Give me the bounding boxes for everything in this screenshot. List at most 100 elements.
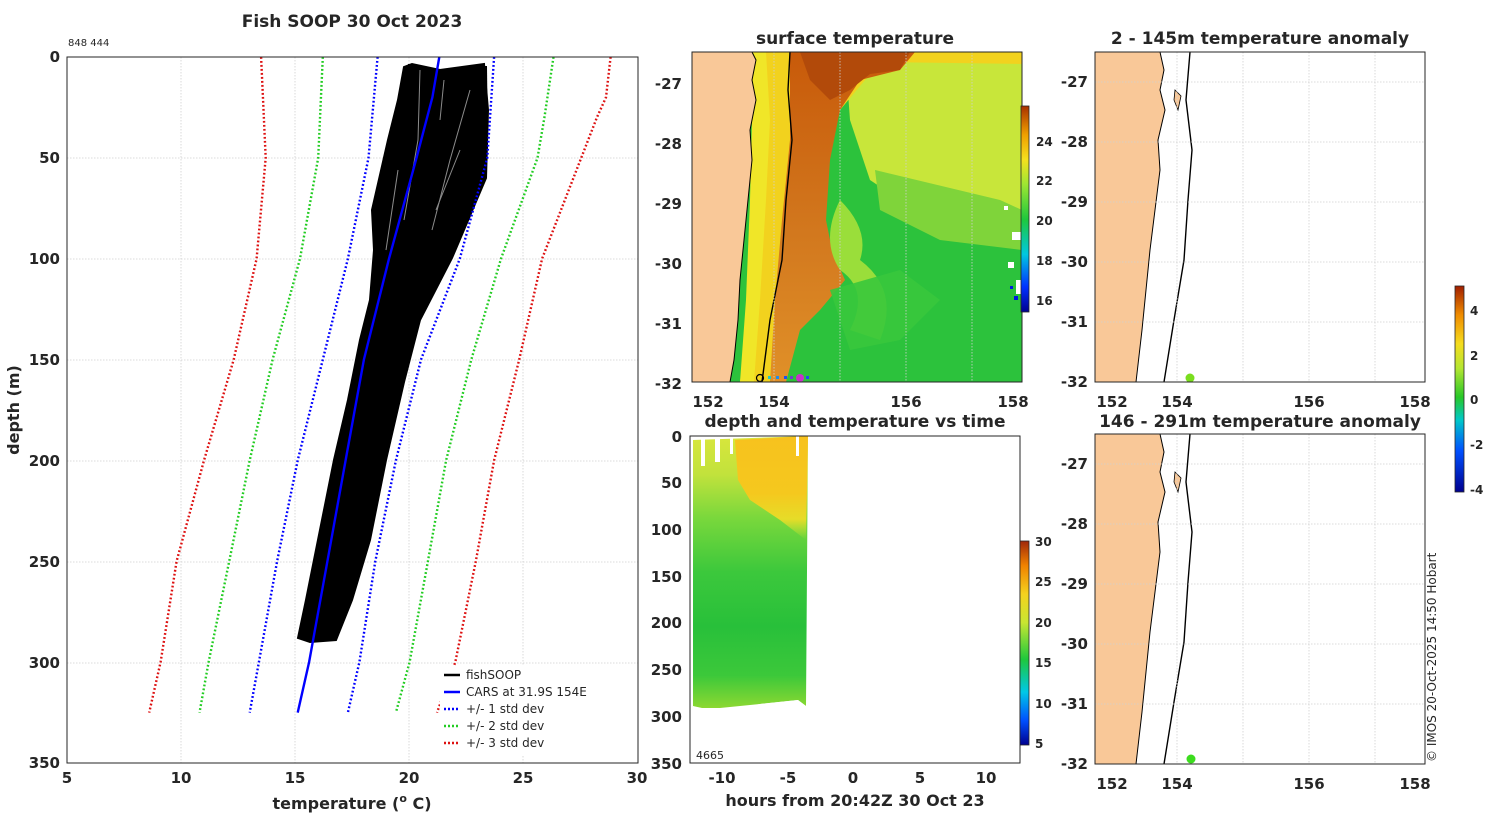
sst-y-ticks: -27 -28 -29 -30 -31 -32 xyxy=(655,75,682,393)
anom1-island xyxy=(1173,89,1182,112)
profile-series-line-3 xyxy=(346,56,496,713)
profile-xtick: 20 xyxy=(399,769,420,787)
copyright-notice: © IMOS 20-Oct-2025 14:50 Hobart xyxy=(1425,552,1439,762)
sst-cold-pixels xyxy=(1010,286,1018,300)
time-colorbar xyxy=(1019,540,1030,746)
anom2-profile-marker xyxy=(1186,754,1196,764)
legend-label: fishSOOP xyxy=(466,668,521,682)
time-ytick: 0 xyxy=(672,428,682,446)
sst-cb-tick: 18 xyxy=(1036,254,1053,268)
legend-box xyxy=(440,666,620,756)
anom1-x-ticks: 152 154 156 158 xyxy=(1096,393,1430,411)
anom1-land xyxy=(1095,52,1166,382)
profile-ytick: 50 xyxy=(39,149,60,167)
sst-cool-eddy xyxy=(830,270,940,350)
anom1-ytick: -27 xyxy=(1061,73,1088,91)
legend-label: +/- 2 std dev xyxy=(466,719,544,733)
anom2-xtick: 156 xyxy=(1293,775,1324,793)
profile-ytick: 100 xyxy=(29,250,60,268)
time-x-ticks: -10 -5 0 5 10 xyxy=(708,769,996,787)
time-ytick: 250 xyxy=(651,661,682,679)
profile-xtick: 30 xyxy=(627,769,648,787)
profile-axes-box xyxy=(66,56,639,764)
sst-ytick: -31 xyxy=(655,315,682,333)
sst-ytick: -29 xyxy=(655,195,682,213)
anomaly-panel-upper: 2 - 145m temperature anomaly 152 154 156… xyxy=(1061,29,1431,411)
anom2-xtick: 158 xyxy=(1399,775,1430,793)
anom2-ytick: -29 xyxy=(1061,575,1088,593)
profile-xtick: 5 xyxy=(62,769,72,787)
time-bottom-edge xyxy=(693,700,806,712)
profile-title: Fish SOOP 30 Oct 2023 xyxy=(242,12,463,32)
sst-ytick: -27 xyxy=(655,75,682,93)
anom2-x-ticks: 152 154 156 158 xyxy=(1096,775,1430,793)
sst-title: surface temperature xyxy=(756,29,954,49)
sst-xtick: 156 xyxy=(890,393,921,411)
anom2-shelf-isobath xyxy=(1163,434,1193,764)
profile-ytick: 200 xyxy=(29,452,60,470)
time-warm-surface-layer xyxy=(735,436,808,540)
sst-ytick: -28 xyxy=(655,135,682,153)
sst-coastal-warm-band xyxy=(740,52,1022,382)
anom-cb-tick: -4 xyxy=(1470,483,1483,497)
profile-ytick: 300 xyxy=(29,654,60,672)
anom1-xtick: 154 xyxy=(1161,393,1192,411)
fishsoop-strand-gaps xyxy=(385,69,471,251)
sst-x-ticks: 152 154 156 158 xyxy=(692,393,1028,411)
time-cb-tick: 25 xyxy=(1035,575,1052,589)
anom1-shelf-isobath xyxy=(1163,52,1193,382)
time-colorbar-ticks: 30 25 20 15 10 5 xyxy=(1035,535,1052,751)
sst-cb-tick: 24 xyxy=(1036,135,1053,149)
sst-xtick: 152 xyxy=(692,393,723,411)
time-ytick: 200 xyxy=(651,614,682,632)
sst-colorbar xyxy=(1020,105,1030,313)
time-y-ticks: 0 50 100 150 200 250 300 350 xyxy=(651,428,682,773)
profile-y-ticks: 0 50 100 150 200 250 300 350 xyxy=(29,48,60,772)
sst-land xyxy=(692,52,756,382)
sst-cb-tick: 16 xyxy=(1036,294,1053,308)
anom2-xtick: 154 xyxy=(1161,775,1192,793)
sst-coastline xyxy=(729,52,757,382)
time-ytick: 300 xyxy=(651,708,682,726)
anom1-ytick: -28 xyxy=(1061,133,1088,151)
anom2-ytick: -32 xyxy=(1061,755,1088,773)
time-cb-tick: 5 xyxy=(1035,737,1043,751)
time-xtick: 5 xyxy=(915,769,925,787)
anom2-y-ticks: -27 -28 -29 -30 -31 -32 xyxy=(1061,455,1088,773)
sst-colorbar-ticks: 24 22 20 18 16 xyxy=(1036,135,1053,308)
sst-xtick: 154 xyxy=(758,393,789,411)
anom2-grid xyxy=(1095,434,1425,764)
time-corner-label: 4665 xyxy=(696,749,724,762)
legend-label: +/- 3 std dev xyxy=(466,736,544,750)
time-ytick: 150 xyxy=(651,568,682,586)
sst-cb-tick: 20 xyxy=(1036,214,1053,228)
time-ytick: 50 xyxy=(661,474,682,492)
fishsoop-profile-band xyxy=(296,62,490,644)
sst-grid xyxy=(773,52,973,382)
time-title: depth and temperature vs time xyxy=(705,412,1006,432)
time-cb-tick: 20 xyxy=(1035,616,1052,630)
anom2-ytick: -27 xyxy=(1061,455,1088,473)
anom1-axes-box xyxy=(1094,51,1426,383)
anom-cb-tick: 0 xyxy=(1470,393,1478,407)
profile-ytick: 350 xyxy=(29,754,60,772)
anom1-profile-marker xyxy=(1185,373,1195,383)
time-panel: depth and temperature vs time 4665 -10 -… xyxy=(651,412,1052,810)
profile-series-line-4 xyxy=(198,56,324,713)
anom1-ytick: -31 xyxy=(1061,313,1088,331)
profile-series-line-1 xyxy=(296,56,441,713)
sst-ship-track xyxy=(755,373,809,382)
anom1-ytick: -30 xyxy=(1061,253,1088,271)
anomaly-colorbar: 4 2 0 -2 -4 xyxy=(1454,285,1483,497)
anom-cb-tick: 2 xyxy=(1470,349,1478,363)
anom2-axes-box xyxy=(1094,433,1426,765)
profile-xtick: 25 xyxy=(513,769,534,787)
anom2-ytick: -30 xyxy=(1061,635,1088,653)
anom2-title: 146 - 291m temperature anomaly xyxy=(1099,412,1421,432)
profile-id-label: 848 444 xyxy=(68,38,109,49)
anom-cb-tick: 4 xyxy=(1470,304,1478,318)
profile-xtick: 10 xyxy=(171,769,192,787)
time-xtick: 10 xyxy=(976,769,997,787)
sst-cb-tick: 22 xyxy=(1036,174,1053,188)
time-ytick: 350 xyxy=(651,755,682,773)
